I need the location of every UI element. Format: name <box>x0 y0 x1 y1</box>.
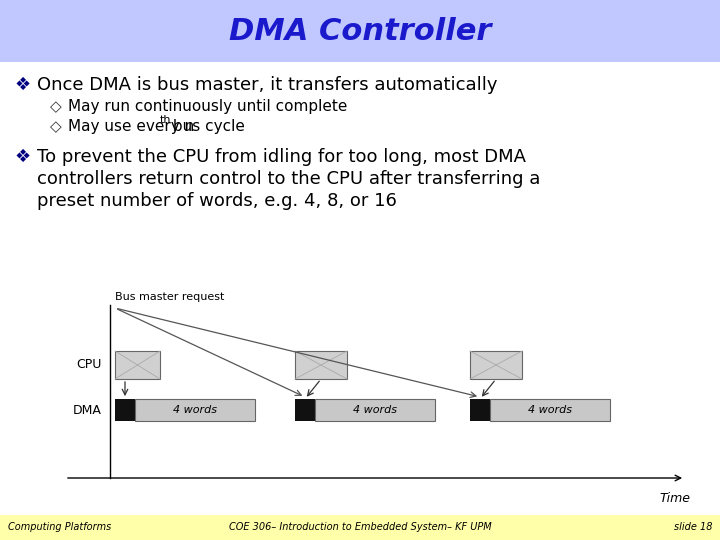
Bar <box>0 515 720 540</box>
Bar <box>115 399 135 421</box>
Text: 4 words: 4 words <box>353 405 397 415</box>
Bar <box>490 399 610 421</box>
Bar <box>315 399 435 421</box>
Text: May use every n: May use every n <box>68 119 194 134</box>
Text: To prevent the CPU from idling for too long, most DMA: To prevent the CPU from idling for too l… <box>37 148 526 166</box>
Text: Bus master request: Bus master request <box>115 292 225 302</box>
Text: Computing Platforms: Computing Platforms <box>8 523 112 532</box>
Text: ❖: ❖ <box>15 76 31 94</box>
Text: 4 words: 4 words <box>173 405 217 415</box>
Bar <box>470 351 522 379</box>
Text: ◇: ◇ <box>50 99 62 114</box>
Bar <box>115 351 160 379</box>
Text: preset number of words, e.g. 4, 8, or 16: preset number of words, e.g. 4, 8, or 16 <box>37 192 397 210</box>
Text: controllers return control to the CPU after transferring a: controllers return control to the CPU af… <box>37 170 541 188</box>
Text: DMA Controller: DMA Controller <box>229 17 491 45</box>
Bar <box>135 399 255 421</box>
Text: COE 306– Introduction to Embedded System– KF UPM: COE 306– Introduction to Embedded System… <box>229 523 491 532</box>
Bar <box>0 0 720 62</box>
Text: Time: Time <box>659 492 690 505</box>
Text: Once DMA is bus master, it transfers automatically: Once DMA is bus master, it transfers aut… <box>37 76 498 94</box>
Text: May run continuously until complete: May run continuously until complete <box>68 99 347 114</box>
Text: slide 18: slide 18 <box>673 523 712 532</box>
Text: ❖: ❖ <box>15 148 31 166</box>
Text: ◇: ◇ <box>50 119 62 134</box>
Bar <box>295 399 315 421</box>
Text: 4 words: 4 words <box>528 405 572 415</box>
Text: th: th <box>160 115 171 125</box>
Text: CPU: CPU <box>76 359 102 372</box>
Text: DMA: DMA <box>73 403 102 416</box>
Bar <box>470 399 490 421</box>
Bar <box>295 351 347 379</box>
Text: bus cycle: bus cycle <box>168 119 246 134</box>
